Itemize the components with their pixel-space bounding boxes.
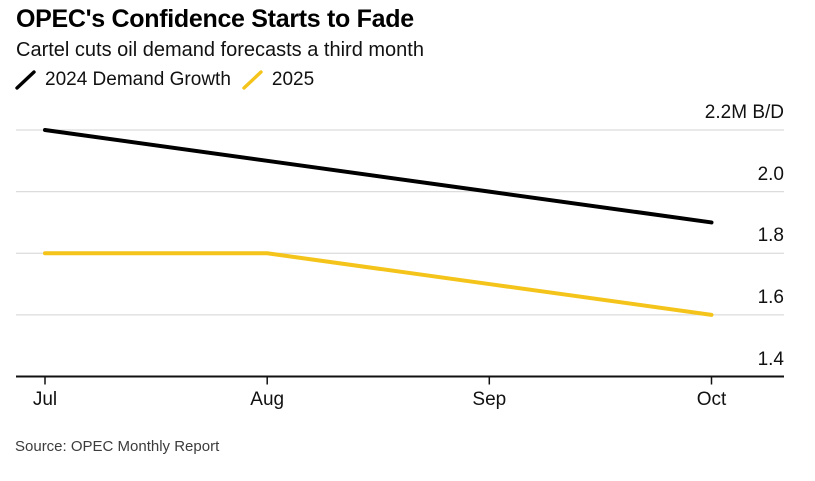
legend-slash-icon-2025 [242, 70, 263, 90]
y-axis-label-1.4: 1.4 [757, 348, 784, 370]
legend: 2024 Demand Growth 2025 [14, 68, 314, 92]
legend-item-2025: 2025 [241, 68, 314, 92]
legend-label-2024: 2024 Demand Growth [45, 69, 231, 90]
source-note: Source: OPEC Monthly Report [15, 438, 220, 455]
x-axis-label-oct: Oct [696, 389, 727, 410]
x-axis-label-jul: Jul [32, 389, 58, 410]
chart-subtitle: Cartel cuts oil demand forecasts a third… [16, 39, 424, 61]
y-axis-label-2: 2.0 [757, 163, 784, 185]
chart-title: OPEC's Confidence Starts to Fade [16, 5, 414, 33]
legend-item-2024: 2024 Demand Growth [14, 68, 231, 92]
x-axis-label-sep: Sep [472, 389, 507, 410]
series-line-2025 [43, 251, 714, 317]
y-axis-label-2.2: 2.2M B/D [704, 102, 784, 123]
series-line-2024-demand-growth [43, 128, 714, 225]
x-axis-label-aug: Aug [250, 389, 285, 410]
legend-label-2025: 2025 [271, 69, 315, 90]
y-axis-label-1.8: 1.8 [757, 225, 784, 247]
y-axis-label-1.6: 1.6 [757, 286, 784, 308]
legend-slash-line-2024 [15, 70, 36, 90]
legend-slash-line-2025 [242, 70, 263, 90]
legend-slash-icon-2024 [15, 70, 36, 90]
